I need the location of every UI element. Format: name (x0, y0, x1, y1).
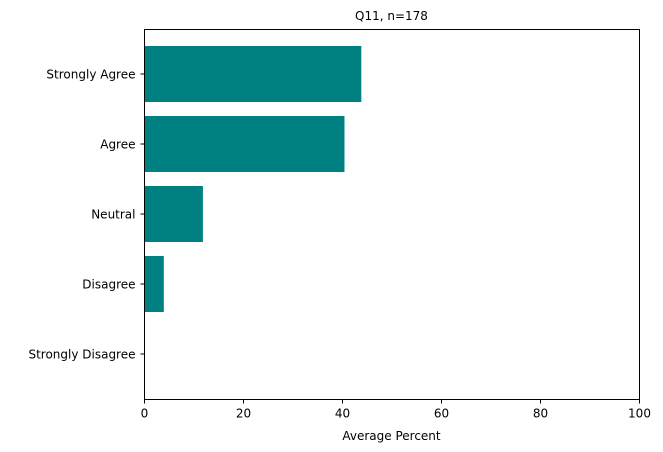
x-axis-label: Average Percent (342, 429, 441, 443)
plot-frame (144, 29, 640, 400)
y-tick-label: Strongly Agree (46, 68, 135, 82)
bar-strongly-agree (144, 46, 362, 102)
x-axis-ticks: 0 20 40 60 80 100 (141, 399, 651, 421)
x-tick-label: 80 (533, 407, 548, 421)
x-tick-label: 40 (335, 407, 350, 421)
bar-neutral (144, 186, 203, 242)
bars-group (144, 46, 362, 312)
x-tick-label: 0 (141, 407, 149, 421)
bar-agree (144, 116, 345, 172)
y-tick-label: Agree (100, 138, 135, 152)
x-tick-label: 100 (628, 407, 651, 421)
bar-disagree (144, 256, 164, 312)
y-tick-label: Strongly Disagree (28, 348, 135, 362)
y-axis-ticks: Strongly Agree Agree Neutral Disagree Strong… (28, 68, 145, 362)
y-tick-label: Disagree (82, 278, 135, 292)
chart-title: Q11, n=178 (355, 9, 428, 23)
x-tick-label: 60 (434, 407, 449, 421)
y-tick-label: Neutral (91, 208, 135, 222)
x-tick-label: 20 (236, 407, 251, 421)
